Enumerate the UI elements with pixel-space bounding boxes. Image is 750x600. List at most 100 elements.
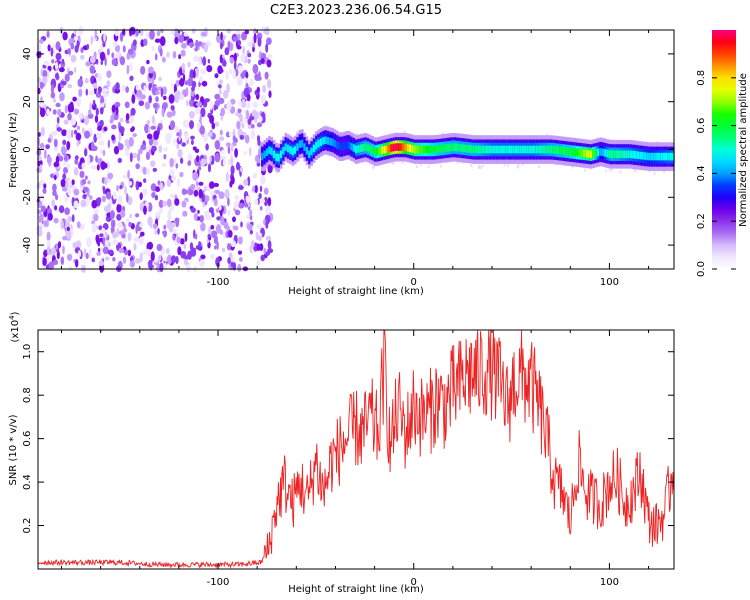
ridge-cell bbox=[399, 143, 403, 151]
ridge-cell bbox=[622, 150, 626, 159]
noise-speckle bbox=[38, 213, 44, 223]
ridge-cell bbox=[439, 144, 443, 153]
noise-speckle bbox=[107, 172, 114, 180]
noise-speckle bbox=[89, 102, 93, 111]
ridge-cell bbox=[392, 143, 396, 152]
noise-speckle bbox=[39, 81, 44, 90]
noise-speckle bbox=[214, 100, 221, 107]
ridge-cell bbox=[441, 144, 445, 153]
noise-speckle bbox=[92, 82, 98, 89]
noise-speckle bbox=[138, 148, 143, 155]
noise-speckle bbox=[253, 33, 257, 44]
ridge-cell bbox=[667, 152, 670, 161]
noise-speckle bbox=[173, 28, 180, 38]
faint-speckle bbox=[633, 168, 636, 172]
ridge-cell bbox=[406, 144, 410, 152]
noise-speckle bbox=[181, 188, 186, 196]
ridge-cell bbox=[484, 145, 487, 154]
faint-speckle bbox=[507, 163, 510, 167]
noise-speckle bbox=[118, 143, 124, 151]
noise-speckle bbox=[266, 215, 271, 221]
noise-speckle bbox=[122, 84, 127, 92]
noise-speckle bbox=[100, 102, 105, 108]
ridge-cell bbox=[291, 147, 295, 156]
noise-speckle bbox=[126, 64, 130, 75]
noise-speckle bbox=[268, 90, 272, 98]
noise-speckle bbox=[77, 41, 80, 47]
noise-speckle bbox=[255, 154, 260, 163]
noise-speckle bbox=[258, 193, 262, 199]
noise-speckle bbox=[116, 227, 120, 238]
ridge-cell bbox=[547, 145, 551, 154]
spectrogram-ylabel: Frequency (Hz) bbox=[8, 112, 19, 188]
noise-speckle bbox=[182, 210, 188, 217]
noise-speckle bbox=[140, 231, 145, 237]
noise-speckle bbox=[77, 78, 84, 87]
noise-speckle bbox=[39, 107, 46, 118]
noise-speckle bbox=[64, 105, 68, 114]
ridge-cell bbox=[352, 144, 356, 152]
noise-speckle bbox=[219, 41, 223, 50]
noise-speckle bbox=[189, 110, 195, 119]
ridge-cell bbox=[322, 137, 325, 145]
noise-speckle bbox=[97, 86, 103, 94]
noise-speckle bbox=[163, 262, 167, 270]
noise-speckle bbox=[209, 191, 215, 196]
noise-speckle bbox=[200, 222, 206, 232]
noise-speckle bbox=[98, 225, 103, 231]
noise-speckle bbox=[83, 186, 89, 193]
noise-speckle bbox=[66, 163, 70, 170]
ridge-cell bbox=[650, 152, 654, 161]
ridge-cell bbox=[634, 151, 638, 159]
noise-speckle bbox=[234, 148, 239, 158]
noise-speckle bbox=[58, 67, 65, 73]
noise-speckle bbox=[76, 221, 81, 229]
ridge-cell bbox=[456, 143, 459, 152]
snr-xtick-label: -100 bbox=[207, 577, 230, 588]
ridge-cell bbox=[362, 144, 365, 152]
noise-speckle bbox=[242, 46, 246, 55]
noise-speckle bbox=[40, 205, 47, 213]
spectrogram-xtick-label: 100 bbox=[600, 277, 619, 288]
noise-speckle bbox=[67, 84, 73, 89]
noise-speckle bbox=[172, 234, 176, 241]
ridge-cell bbox=[470, 145, 473, 153]
noise-speckle bbox=[238, 185, 244, 191]
noise-speckle bbox=[145, 167, 151, 175]
noise-speckle bbox=[75, 132, 82, 141]
noise-speckle bbox=[207, 234, 211, 239]
noise-speckle bbox=[267, 248, 274, 254]
noise-speckle bbox=[39, 179, 45, 186]
noise-speckle bbox=[39, 38, 44, 44]
ridge-cell bbox=[608, 150, 612, 158]
noise-speckle bbox=[174, 198, 180, 206]
noise-speckle bbox=[237, 263, 242, 272]
noise-speckle bbox=[166, 198, 172, 207]
noise-speckle bbox=[96, 251, 102, 256]
noise-speckle bbox=[251, 240, 255, 248]
noise-speckle bbox=[187, 153, 193, 163]
noise-speckle bbox=[127, 196, 133, 206]
noise-speckle bbox=[111, 58, 117, 66]
ridge-cell bbox=[639, 151, 642, 160]
noise-speckle bbox=[153, 130, 160, 140]
ridge-cell bbox=[479, 145, 483, 154]
noise-speckle bbox=[191, 80, 197, 88]
spectrogram-ticks: -100 0 100 -40 -20 0 20 40 bbox=[22, 30, 674, 288]
noise-speckle bbox=[252, 185, 256, 191]
ridge-cell bbox=[665, 152, 668, 161]
noise-speckle bbox=[97, 125, 102, 131]
ridge-cell bbox=[460, 144, 464, 152]
noise-speckle bbox=[169, 157, 174, 168]
noise-speckle bbox=[42, 76, 48, 84]
noise-speckle bbox=[206, 239, 209, 244]
ridge-cell bbox=[474, 145, 478, 154]
noise-speckle bbox=[50, 84, 55, 94]
noise-speckle bbox=[189, 120, 194, 130]
noise-speckle bbox=[129, 152, 133, 163]
noise-speckle bbox=[148, 259, 153, 265]
noise-speckle bbox=[39, 164, 43, 171]
noise-speckle bbox=[215, 224, 222, 234]
noise-speckle bbox=[249, 209, 253, 217]
